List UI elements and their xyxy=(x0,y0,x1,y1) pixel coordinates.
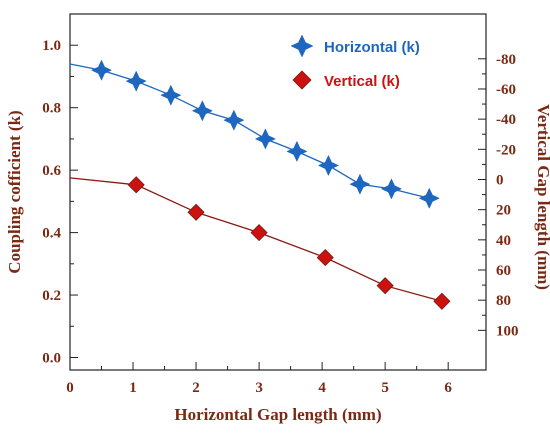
data-point xyxy=(90,59,113,81)
data-point xyxy=(254,128,276,150)
data-point xyxy=(286,140,308,162)
y2-axis-title: Vertical Gap length (mm) xyxy=(534,104,550,290)
series-horizontal xyxy=(69,59,440,209)
y-tick-label: 1.0 xyxy=(42,38,61,54)
y-tick-label: 0.4 xyxy=(42,226,61,242)
y-tick-label: 0.0 xyxy=(42,351,61,367)
x-tick-label: 2 xyxy=(192,380,200,396)
legend-label: Horizontal (k) xyxy=(324,39,420,56)
data-point xyxy=(250,224,268,242)
series-vertical xyxy=(69,176,451,310)
data-point xyxy=(418,187,440,209)
data-point xyxy=(125,70,147,92)
data-point xyxy=(187,203,205,221)
x-tick-label: 0 xyxy=(66,380,74,396)
data-point xyxy=(223,109,245,131)
y2-tick-label: 40 xyxy=(496,233,511,249)
plot-frame xyxy=(69,13,487,371)
legend-label: Vertical (k) xyxy=(324,73,400,90)
data-point xyxy=(191,100,213,122)
legend: Horizontal (k) Vertical (k) xyxy=(290,34,420,90)
y-axis-title: Coupling cofficient (k) xyxy=(5,110,24,273)
data-point xyxy=(349,173,371,195)
y-tick-label: 0.2 xyxy=(42,288,61,304)
x-axis-title: Horizontal Gap length (mm) xyxy=(174,405,381,424)
data-point xyxy=(316,249,334,267)
series-layer xyxy=(69,59,451,310)
legend-marker xyxy=(290,34,314,58)
y2-tick-label: -40 xyxy=(496,112,516,128)
axes: 0 1 2 3 4 5 6 0.0 0.2 0.4 0.6 0.8 1.0 -80 -60 -40 -20 0 20… xyxy=(42,13,519,396)
y2-tick-label: 80 xyxy=(496,293,511,309)
x-tick-label: 5 xyxy=(381,380,389,396)
y2-tick-label: 0 xyxy=(496,172,504,188)
y2-tick-label: 60 xyxy=(496,263,511,279)
x-tick-label: 3 xyxy=(255,380,263,396)
x-tick-label: 4 xyxy=(318,380,326,396)
data-point xyxy=(317,154,340,177)
data-point xyxy=(127,176,145,194)
y2-tick-label: -80 xyxy=(496,52,516,68)
y2-tick-label: -60 xyxy=(496,82,516,98)
y-tick-label: 0.8 xyxy=(42,101,61,117)
data-point xyxy=(160,84,182,106)
data-point xyxy=(433,292,451,310)
legend-marker xyxy=(292,70,312,90)
x-tick-label: 1 xyxy=(129,380,137,396)
data-point xyxy=(380,178,403,200)
data-point xyxy=(376,277,394,295)
y2-tick-label: -20 xyxy=(496,142,516,158)
y-tick-label: 0.6 xyxy=(42,163,61,179)
x-tick-label: 6 xyxy=(444,380,452,396)
y2-tick-label: 100 xyxy=(496,323,519,339)
y2-tick-label: 20 xyxy=(496,203,511,219)
